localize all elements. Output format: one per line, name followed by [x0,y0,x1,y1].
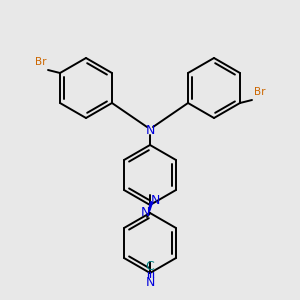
Text: N: N [150,194,160,206]
Text: N: N [140,206,150,218]
Text: Br: Br [34,57,46,67]
Text: Br: Br [254,87,266,97]
Text: N: N [145,124,155,136]
Text: C: C [146,260,154,274]
Text: N: N [145,275,155,289]
